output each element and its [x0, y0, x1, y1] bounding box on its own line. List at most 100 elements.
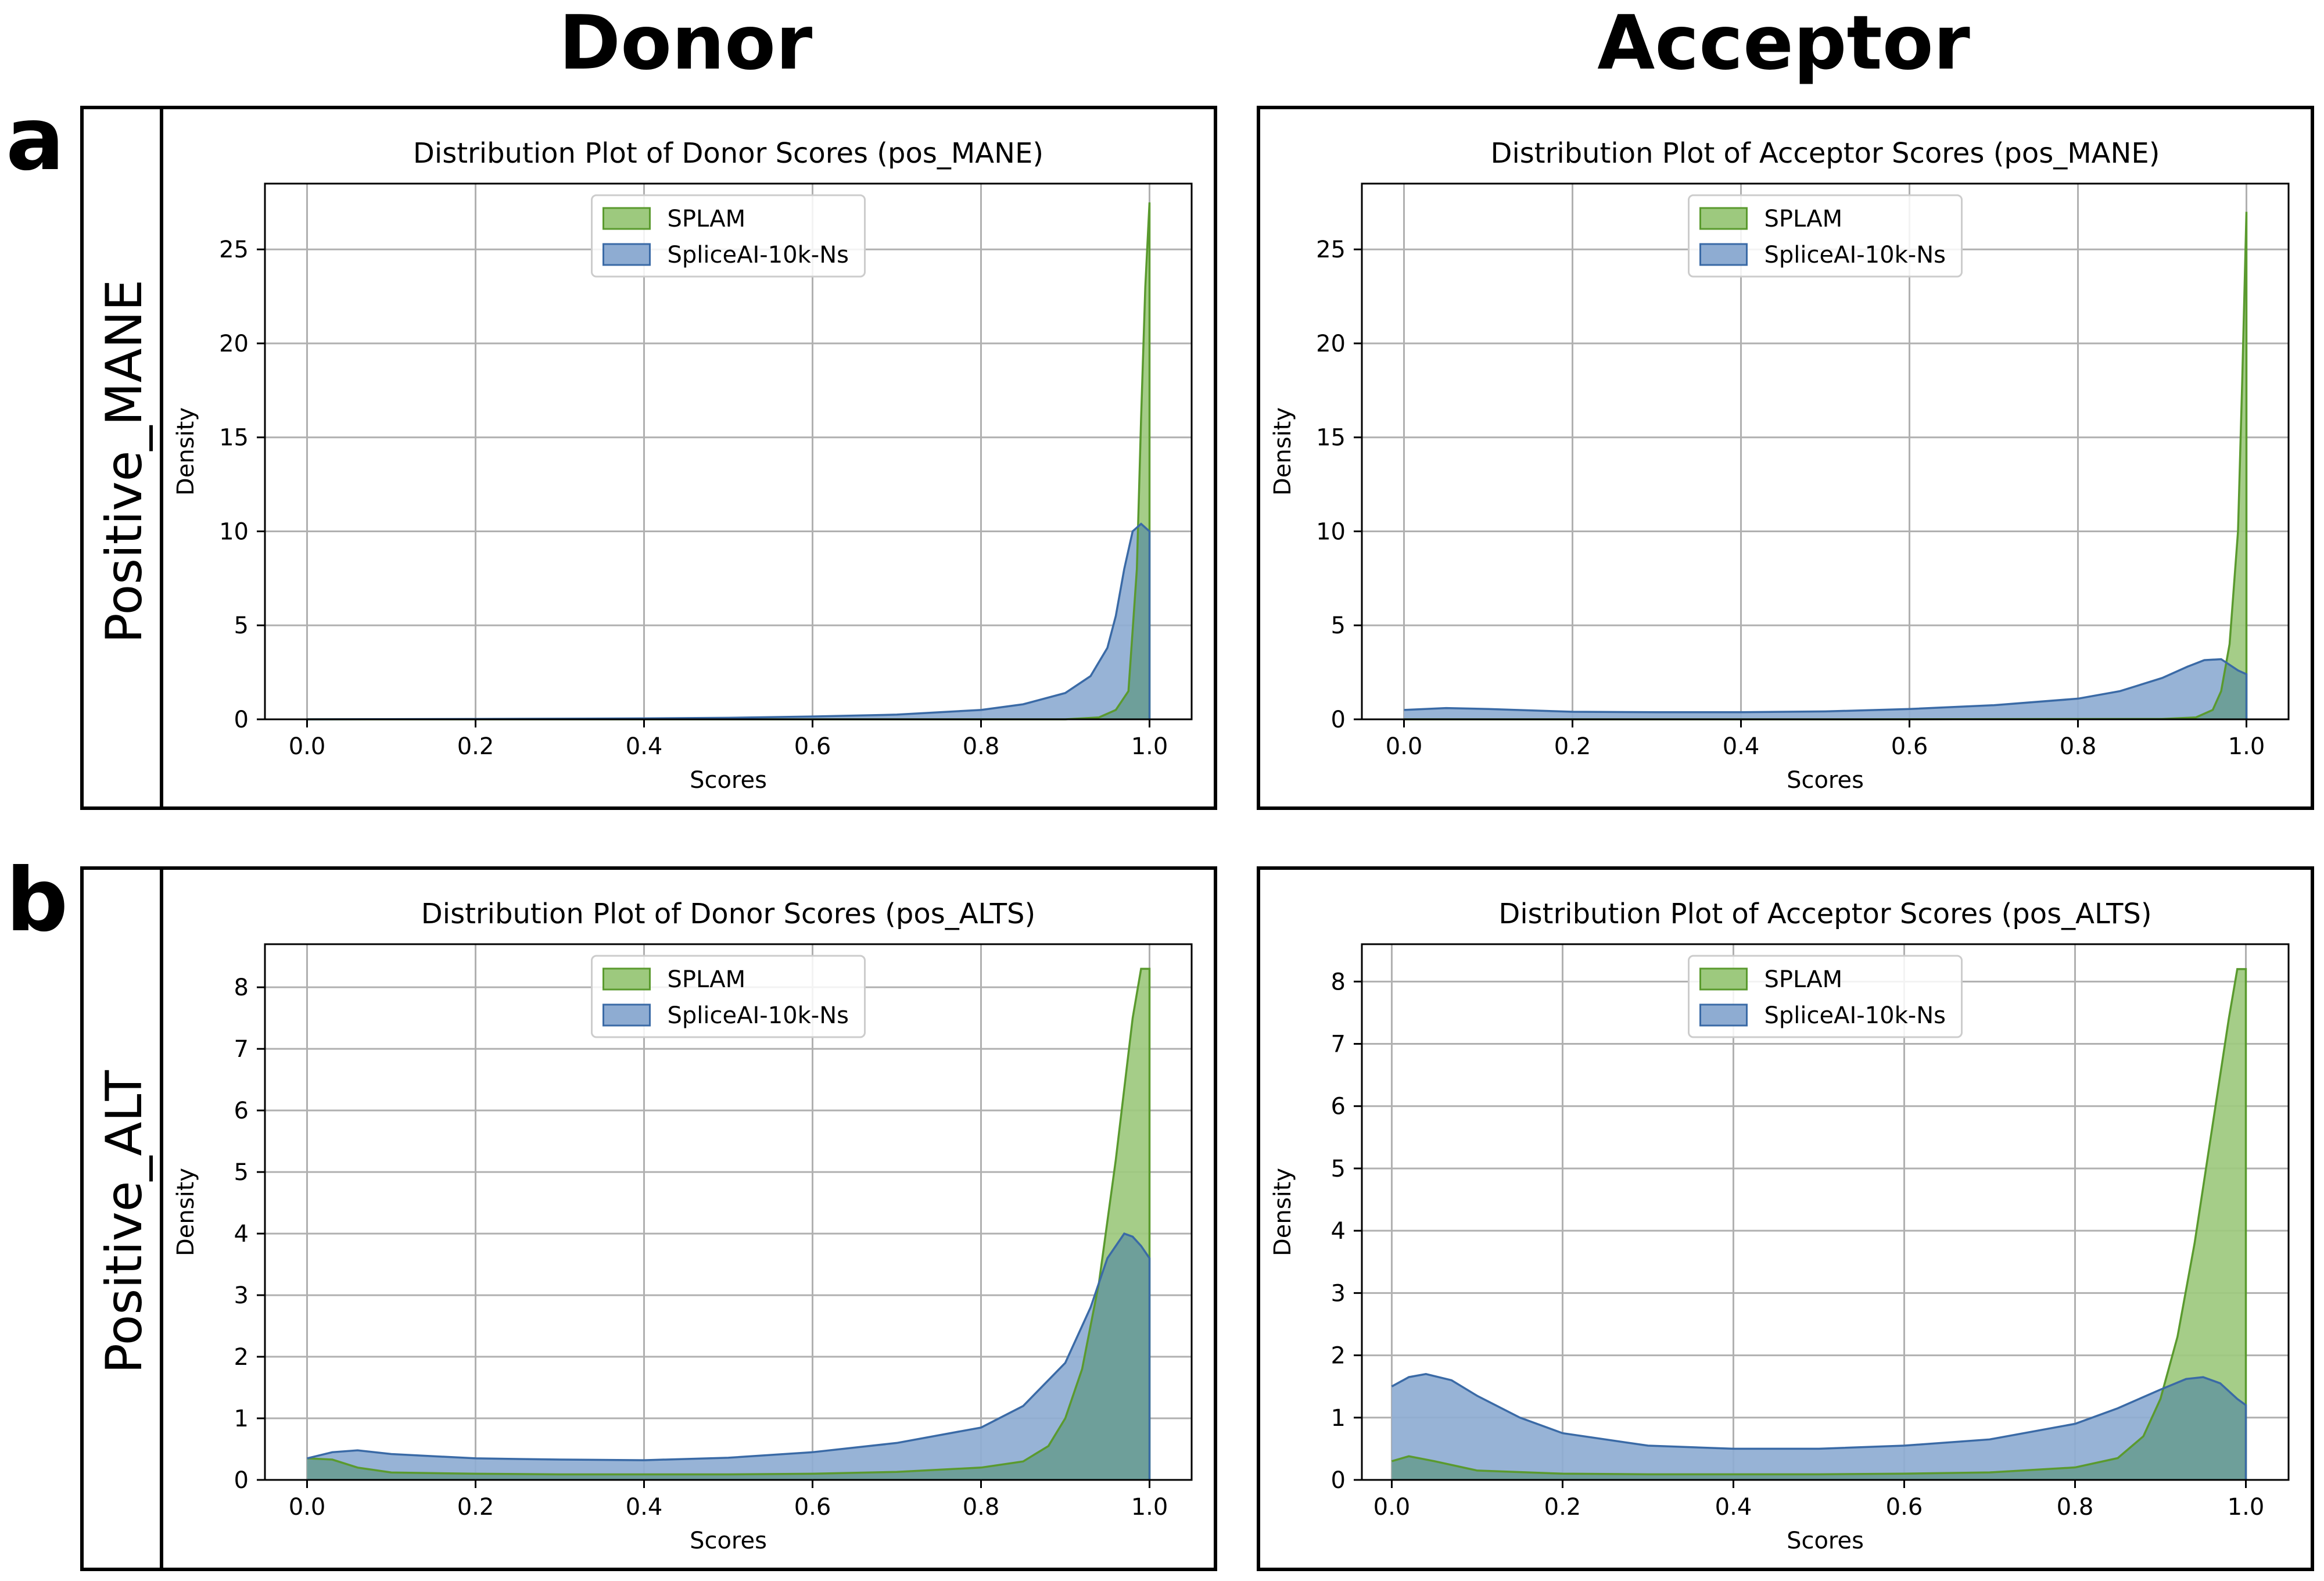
y-tick-label: 15 [1316, 425, 1346, 451]
legend-swatch-spliceai-10k-ns [602, 1003, 651, 1027]
series-area-splam [307, 969, 1150, 1480]
row-label-box-a: Positive_MANE [80, 106, 162, 810]
legend-swatch-splam [602, 207, 651, 230]
y-tick-label: 10 [1316, 518, 1346, 545]
plot-frame [1361, 182, 2290, 720]
y-tick-label: 0 [1331, 1467, 1346, 1494]
legend-box [1688, 194, 1963, 278]
chart-title: Distribution Plot of Donor Scores (pos_A… [421, 898, 1035, 930]
legend-box [591, 194, 866, 278]
legend-label-splam: SPLAM [668, 206, 746, 232]
row-label-positive-alt: Positive_ALT [95, 1070, 153, 1374]
x-tick-label: 1.0 [2228, 1494, 2265, 1521]
series-area-splam [1391, 969, 2246, 1480]
y-tick-label: 3 [1331, 1280, 1346, 1307]
y-tick-label: 20 [219, 331, 249, 357]
y-tick-label: 5 [1331, 612, 1346, 639]
legend-swatch-spliceai-10k-ns [1699, 243, 1748, 266]
y-tick-label: 5 [1331, 1156, 1346, 1182]
y-axis-label: Density [173, 1168, 199, 1256]
series-area-splam [1404, 211, 2247, 719]
series-overlap-area [307, 524, 1150, 719]
x-tick-label: 0.8 [963, 1494, 1000, 1521]
legend-label-spliceai-10k-ns: SpliceAI-10k-Ns [1764, 242, 1946, 268]
x-tick-label: 0.0 [1373, 1494, 1411, 1521]
x-tick-label: 0.2 [1544, 1494, 1581, 1521]
legend-swatch-spliceai-10k-ns [1699, 1003, 1748, 1027]
series-area-spliceai-10k-ns [307, 524, 1150, 719]
x-tick-label: 0.6 [794, 1494, 831, 1521]
y-tick-label: 2 [234, 1344, 249, 1371]
legend-label-spliceai-10k-ns: SpliceAI-10k-Ns [668, 1002, 849, 1029]
x-tick-label: 0.8 [2057, 1494, 2094, 1521]
chart-panel-donor-alts: Distribution Plot of Donor Scores (pos_A… [160, 866, 1217, 1571]
y-tick-label: 15 [219, 425, 249, 451]
chart-donor-mane: Distribution Plot of Donor Scores (pos_M… [173, 137, 1193, 794]
chart-title: Distribution Plot of Acceptor Scores (po… [1498, 898, 2151, 930]
x-tick-label: 0.6 [1891, 733, 1928, 760]
y-tick-label: 7 [1331, 1031, 1346, 1058]
x-tick-label: 0.0 [1386, 733, 1423, 760]
y-tick-label: 4 [234, 1221, 249, 1247]
y-tick-label: 8 [234, 974, 249, 1001]
series-line-spliceai-10k-ns [307, 522, 1151, 720]
y-tick-label: 2 [1331, 1343, 1346, 1370]
chart-acceptor-alts: Distribution Plot of Acceptor Scores (po… [1269, 898, 2290, 1554]
y-tick-label: 20 [1316, 331, 1346, 357]
y-tick-label: 1 [234, 1406, 249, 1432]
x-tick-label: 0.2 [457, 1494, 494, 1521]
chart-panel-acceptor-alts: Distribution Plot of Acceptor Scores (po… [1257, 866, 2314, 1571]
y-tick-label: 1 [1331, 1405, 1346, 1432]
row-label-box-b: Positive_ALT [80, 866, 162, 1571]
x-tick-label: 1.0 [1131, 1494, 1168, 1521]
series-line-splam [307, 202, 1151, 720]
legend-label-spliceai-10k-ns: SpliceAI-10k-Ns [668, 242, 849, 268]
chart-donor-alts: Distribution Plot of Donor Scores (pos_A… [173, 898, 1193, 1554]
plot-frame [1361, 943, 2290, 1481]
chart-title: Distribution Plot of Donor Scores (pos_M… [413, 137, 1043, 170]
y-tick-label: 0 [234, 707, 249, 733]
legend-box [591, 955, 866, 1038]
series-area-splam [307, 202, 1150, 719]
x-tick-label: 0.2 [1554, 733, 1591, 760]
y-axis-label: Density [1269, 407, 1296, 496]
plot-frame [264, 182, 1193, 720]
x-tick-label: 0.8 [963, 733, 1000, 760]
series-line-spliceai-10k-ns [307, 1232, 1151, 1480]
x-tick-label: 0.4 [626, 733, 663, 760]
y-tick-label: 3 [234, 1282, 249, 1309]
legend-swatch-spliceai-10k-ns [602, 243, 651, 266]
panel-letter-a: a [6, 89, 65, 190]
column-header-donor: Donor [558, 0, 813, 87]
column-header-acceptor: Acceptor [1597, 0, 1970, 87]
y-tick-label: 5 [234, 1159, 249, 1186]
x-axis-label: Scores [690, 1528, 767, 1554]
y-tick-label: 5 [234, 612, 249, 639]
series-line-spliceai-10k-ns [1404, 658, 2248, 719]
y-tick-label: 6 [234, 1098, 249, 1124]
panel-letter-b: b [6, 850, 69, 951]
x-tick-label: 1.0 [1131, 733, 1168, 760]
x-tick-label: 0.4 [626, 1494, 663, 1521]
y-tick-label: 25 [219, 236, 249, 263]
legend-swatch-splam [602, 967, 651, 991]
y-tick-label: 7 [234, 1036, 249, 1063]
legend-swatch-splam [1699, 967, 1748, 991]
y-tick-label: 0 [234, 1467, 249, 1494]
chart-panel-acceptor-mane: Distribution Plot of Acceptor Scores (po… [1257, 106, 2314, 810]
chart-acceptor-mane: Distribution Plot of Acceptor Scores (po… [1269, 137, 2290, 794]
x-tick-label: 0.4 [1715, 1494, 1752, 1521]
y-tick-label: 4 [1331, 1218, 1346, 1245]
chart-title: Distribution Plot of Acceptor Scores (po… [1491, 137, 2160, 170]
legend-label-splam: SPLAM [1764, 206, 1843, 232]
series-line-splam [307, 967, 1151, 1480]
series-line-spliceai-10k-ns [1391, 1372, 2247, 1480]
plot-frame [264, 943, 1193, 1481]
x-tick-label: 0.6 [1886, 1494, 1923, 1521]
y-tick-label: 10 [219, 518, 249, 545]
y-axis-label: Density [173, 407, 199, 496]
legend-label-splam: SPLAM [1764, 966, 1843, 993]
y-tick-label: 8 [1331, 969, 1346, 995]
x-tick-label: 1.0 [2228, 733, 2265, 760]
chart-panel-donor-mane: Distribution Plot of Donor Scores (pos_M… [160, 106, 1217, 810]
